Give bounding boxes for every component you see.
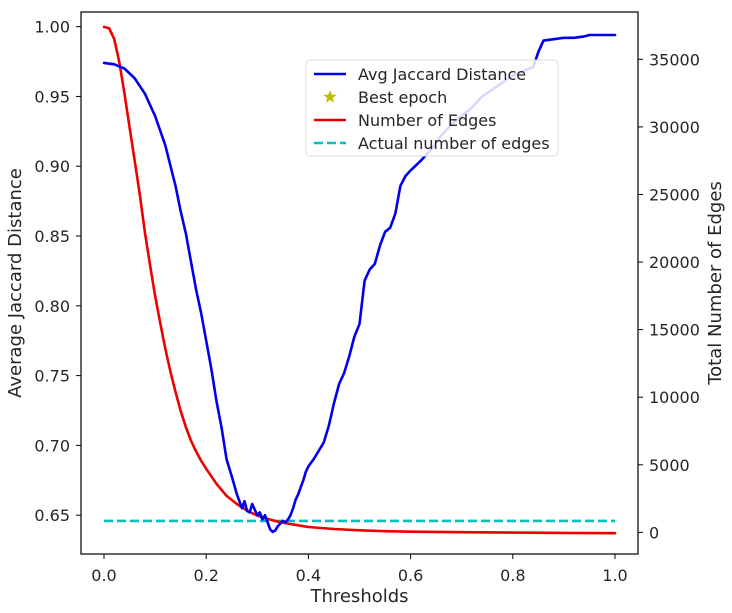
x-axis-ticks: 0.0 0.2 0.4 0.6 0.8 1.0: [91, 554, 628, 585]
y2-tick-label: 35000: [649, 50, 700, 69]
y-tick-label: 0.80: [34, 297, 70, 316]
y-tick-label: 1.00: [34, 18, 70, 37]
x-tick-label: 0.6: [398, 566, 423, 585]
y-tick-label: 0.95: [34, 87, 70, 106]
x-tick-label: 0.8: [500, 566, 525, 585]
y2-tick-label: 30000: [649, 118, 700, 137]
y-axis-ticks: 0.65 0.70 0.75 0.80 0.85 0.90 0.95 1.00: [34, 18, 81, 525]
legend: Avg Jaccard Distance Best epoch Number of …: [305, 59, 559, 157]
legend-label: Avg Jaccard Distance: [358, 65, 526, 84]
y2-tick-label: 0: [649, 523, 659, 542]
x-tick-label: 1.0: [602, 566, 627, 585]
y-tick-label: 0.85: [34, 227, 70, 246]
y-tick-label: 0.75: [34, 367, 70, 386]
y2-axis-ticks: 0 5000 10000 15000 20000 25000 30000 35000: [638, 50, 700, 542]
legend-box: [305, 59, 559, 157]
legend-label: Actual number of edges: [358, 134, 550, 153]
y-tick-label: 0.65: [34, 506, 70, 525]
series-line-number-of-edges: [102, 25, 617, 535]
plot-frame: [80, 11, 639, 555]
x-tick-label: 0.0: [91, 566, 116, 585]
legend-label: Best epoch: [358, 88, 447, 107]
x-tick-label: 0.2: [193, 566, 218, 585]
legend-star-icon: [323, 90, 337, 103]
x-axis-label: Thresholds: [309, 586, 408, 607]
y2-tick-label: 20000: [649, 253, 700, 272]
y2-tick-label: 15000: [649, 321, 700, 340]
y2-tick-label: 25000: [649, 185, 700, 204]
y-tick-label: 0.70: [34, 436, 70, 455]
y-tick-label: 0.90: [34, 157, 70, 176]
legend-label: Number of Edges: [358, 111, 496, 130]
y2-tick-label: 5000: [649, 456, 690, 475]
x-tick-label: 0.4: [296, 566, 321, 585]
y2-tick-label: 10000: [649, 388, 700, 407]
y2-axis-label: Total Number of Edges: [705, 181, 726, 386]
y-axis-label: Average Jaccard Distance: [5, 168, 26, 398]
